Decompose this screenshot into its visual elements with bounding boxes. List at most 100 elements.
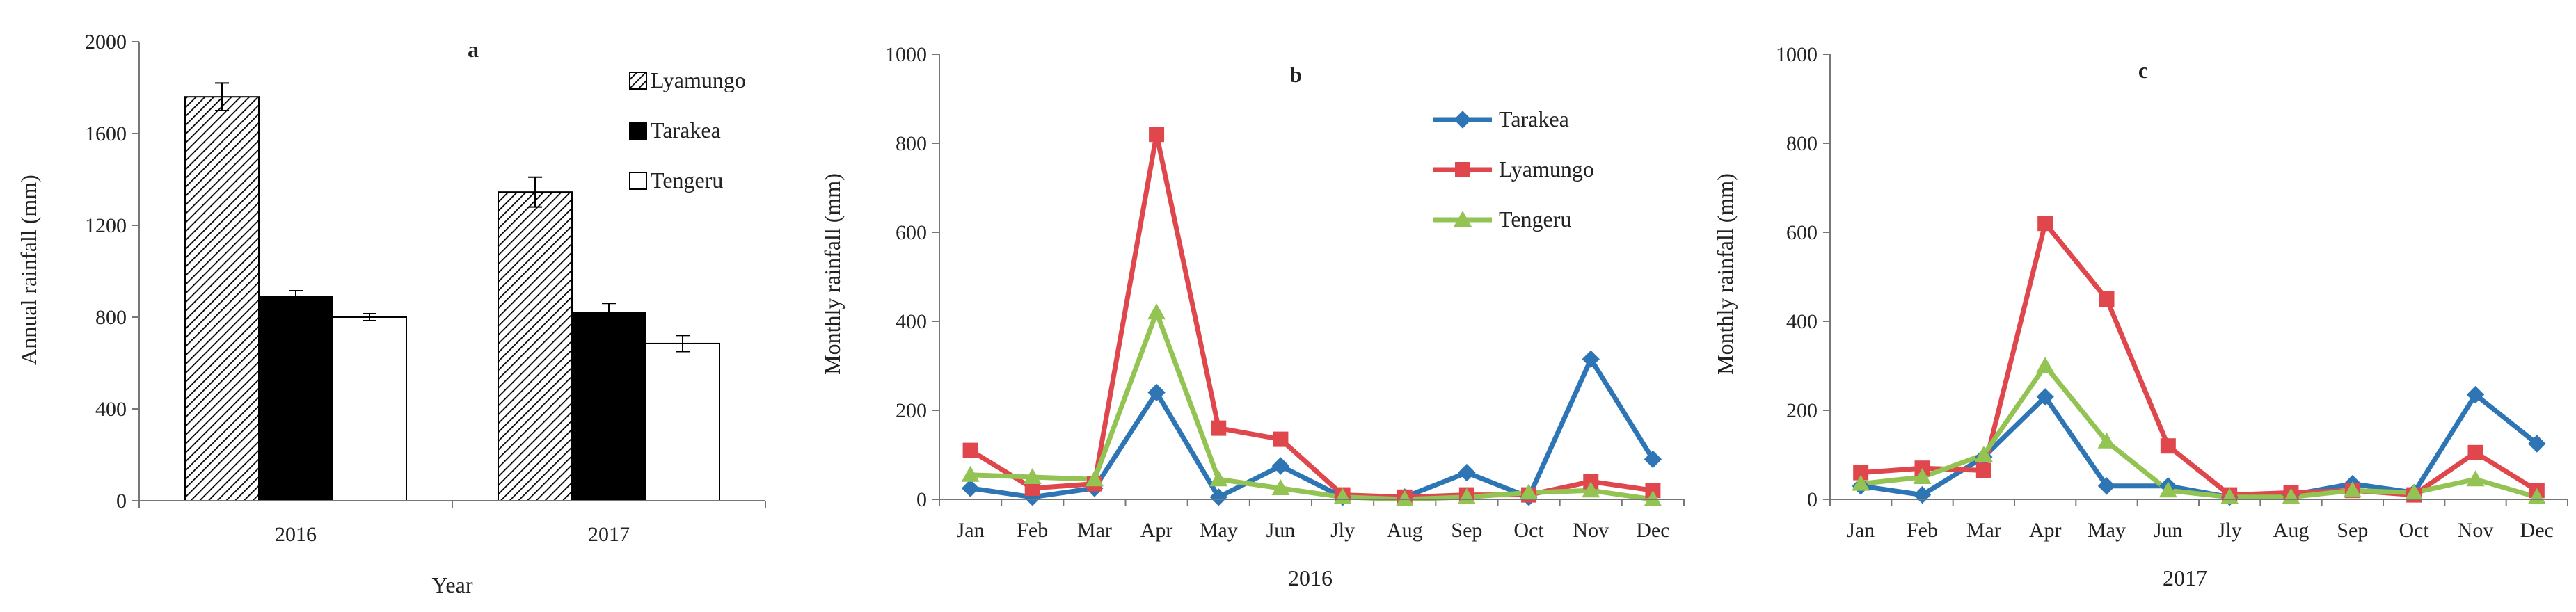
panel-c-letter: c	[2138, 58, 2148, 83]
point-tengeru-mar	[1085, 470, 1104, 487]
point-tarakea-jan	[961, 479, 980, 497]
panel-b-y-axis-title: Monthly rainfall (mm)	[820, 173, 845, 375]
panel-c-y-tick-label: 0	[1807, 488, 1818, 511]
panel-b-x-tick-label: Apr	[1140, 519, 1173, 542]
panel-b-x-tick-label: Jly	[1330, 519, 1355, 542]
point-lyamungo-jan	[1853, 465, 1869, 481]
point-tengeru-feb	[1913, 468, 1932, 484]
bar-lyamungo-2017	[498, 191, 573, 501]
panel-b-x-tick-label: May	[1200, 519, 1238, 542]
point-tengeru-apr	[2036, 357, 2055, 373]
point-tarakea-sep	[1458, 463, 1476, 482]
panel-c-y-tick-label: 200	[1786, 399, 1818, 422]
point-tengeru-nov	[1582, 481, 1600, 498]
series-line-tengeru	[970, 309, 1653, 502]
point-tarakea-may	[2097, 477, 2116, 495]
point-tengeru-dec	[2527, 488, 2546, 504]
point-tengeru-apr	[1147, 303, 1166, 320]
point-tengeru-jly	[2220, 488, 2239, 504]
panel-a-y-tick-label: 1600	[85, 122, 127, 145]
legend-label-tengeru: Tengeru	[1499, 207, 1571, 232]
legend-label-tarakea: Tarakea	[651, 118, 721, 143]
series-line-tengeru	[1860, 363, 2538, 500]
panel-c-x-tick-label: Apr	[2029, 519, 2062, 542]
panel-b-x-tick-label: Mar	[1077, 519, 1112, 542]
panel-c-y-tick-label: 400	[1786, 310, 1818, 333]
panel-c-y-tick-label: 800	[1786, 132, 1818, 155]
point-tarakea-jun	[1271, 457, 1290, 475]
panel-c-x-tick-label: Feb	[1907, 519, 1938, 542]
point-lyamungo-apr	[2037, 216, 2053, 232]
panel-a-y-tick-label: 0	[116, 490, 127, 513]
series-line-lyamungo	[969, 131, 1653, 500]
point-tarakea-apr	[2036, 388, 2054, 406]
point-tengeru-jan	[961, 465, 980, 482]
panel-b-y-tick-label: 600	[896, 221, 927, 244]
point-tengeru-jly	[1333, 488, 1352, 504]
point-tengeru-sep	[2343, 481, 2362, 498]
point-tarakea-apr	[1147, 383, 1166, 402]
point-tengeru-aug	[1395, 490, 1414, 506]
panel-b-x-tick-label: Nov	[1573, 519, 1609, 542]
bar-tengeru-2017	[645, 342, 720, 502]
bar-lyamungo-2016	[184, 96, 260, 501]
point-tengeru-may	[2097, 432, 2116, 449]
point-lyamungo-may	[2099, 291, 2115, 307]
point-lyamungo-may	[1211, 420, 1227, 436]
point-lyamungo-mar	[1975, 462, 1991, 478]
legend-marker-lyamungo	[1455, 162, 1470, 177]
panel-b-x-tick-label: Oct	[1513, 519, 1544, 542]
point-tengeru-may	[1209, 470, 1228, 487]
point-lyamungo-feb	[1024, 481, 1040, 496]
point-tarakea-dec	[1644, 450, 1662, 469]
point-tarakea-nov	[2466, 385, 2485, 404]
point-tengeru-jan	[1852, 474, 1870, 491]
panel-c-y-tick-label: 600	[1786, 221, 1818, 244]
panel-c-x-tick-label: Dec	[2520, 519, 2554, 542]
panel-a-y-tick-label: 1200	[85, 214, 127, 237]
panel-c-x-tick-label: Nov	[2458, 519, 2494, 542]
point-tengeru-mar	[1974, 446, 1993, 462]
panel-c-x-tick-label: May	[2088, 519, 2126, 542]
panel-c-x-tick-label: Mar	[1966, 519, 2001, 542]
panel-c: c Monthly rainfall (mm) 2017 0 200 400 600 8…	[1712, 43, 2568, 590]
panel-b-letter: b	[1289, 62, 1302, 87]
panel-b-y-tick-label: 1000	[885, 43, 927, 66]
panel-c-y-axis-title: Monthly rainfall (mm)	[1712, 173, 1738, 375]
panel-a-y-tick-label: 400	[95, 398, 127, 421]
panel-c-x-axis-title: 2017	[2163, 565, 2207, 590]
panel-b-y-tick-label: 800	[896, 132, 927, 155]
legend-swatch-tengeru	[629, 172, 647, 190]
point-tarakea-nov	[1582, 350, 1600, 369]
point-tengeru-nov	[2466, 470, 2485, 487]
panel-b-x-tick-label: Jan	[957, 519, 985, 542]
panel-b-y-tick-label: 200	[896, 399, 927, 422]
point-tengeru-jun	[2158, 481, 2177, 498]
point-tengeru-sep	[1457, 488, 1476, 504]
panel-a-y-axis-title: Annual rainfall (mm)	[16, 175, 41, 365]
panel-a-y-tick-label: 800	[95, 306, 127, 329]
point-tengeru-jun	[1271, 479, 1290, 495]
panel-b-x-tick-label: Sep	[1451, 519, 1482, 542]
legend-swatch-lyamungo	[629, 72, 647, 90]
legend-label-tarakea: Tarakea	[1499, 106, 1569, 131]
panel-b-x-axis-title: 2016	[1288, 565, 1333, 590]
point-tengeru-oct	[2405, 483, 2424, 500]
panel-a-x-axis-title: Year	[432, 572, 473, 597]
point-lyamungo-jan	[962, 442, 978, 458]
bar-tarakea-2017	[571, 312, 646, 501]
bar-tarakea-2016	[258, 296, 333, 501]
panel-c-x-tick-label: Oct	[2399, 519, 2430, 542]
legend-label-lyamungo: Lyamungo	[651, 67, 746, 92]
panel-a-x-tick-label: 2016	[275, 523, 317, 546]
panel-b-x-tick-label: Aug	[1387, 519, 1423, 542]
panel-a-x-tick-label: 2017	[588, 523, 630, 546]
panel-a-y-tick-label: 2000	[85, 31, 127, 54]
panel-b-y-tick-label: 400	[896, 310, 927, 333]
point-tarakea-dec	[2528, 435, 2546, 453]
panel-b: b Monthly rainfall (mm) 2016 0 200 400 600 8…	[820, 43, 1685, 590]
point-lyamungo-jun	[1273, 431, 1289, 447]
panel-b-x-tick-label: Dec	[1636, 519, 1669, 542]
point-tarakea-may	[1209, 488, 1227, 506]
legend-marker-tengeru	[1454, 211, 1472, 227]
